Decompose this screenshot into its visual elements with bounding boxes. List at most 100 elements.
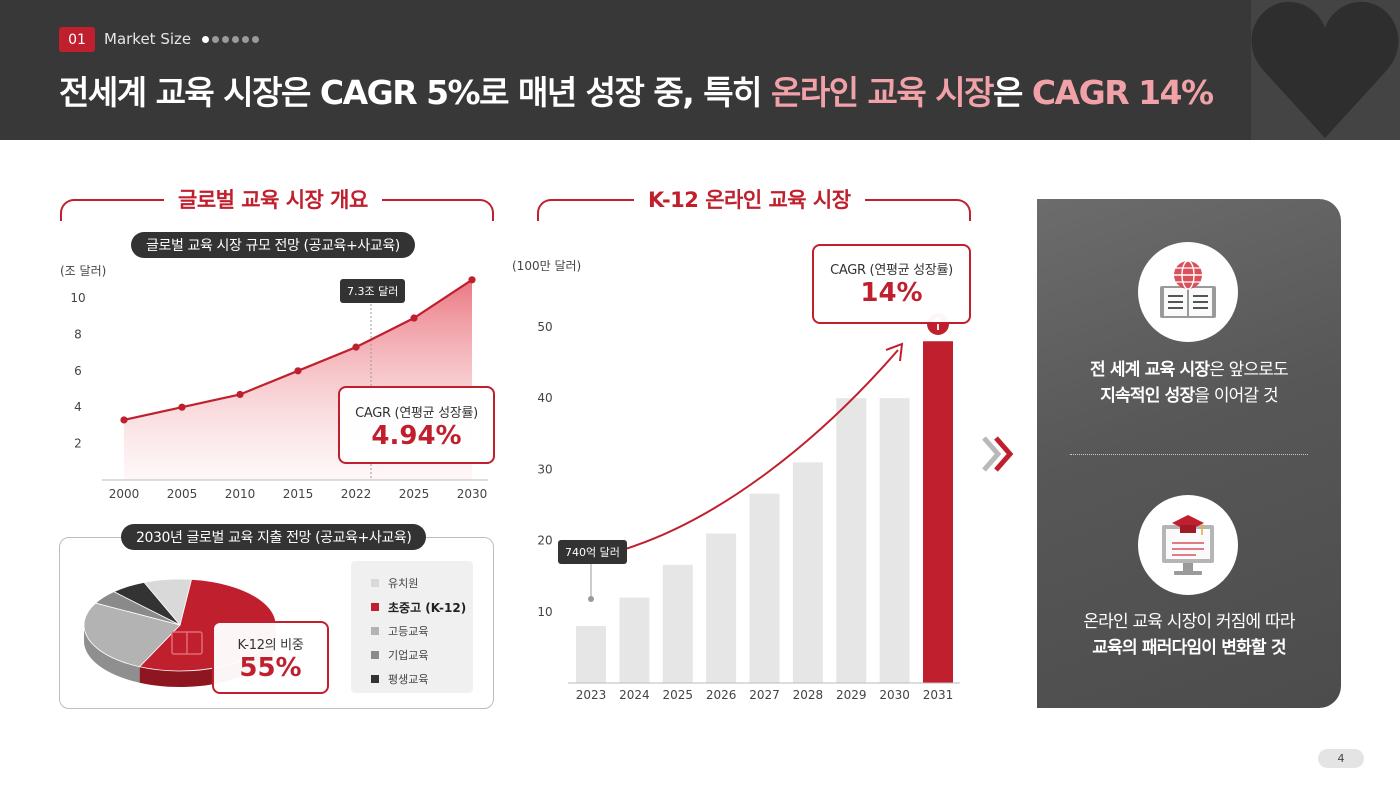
callout-label: CAGR (연평균 성장률) [355,406,478,421]
x-tick-label: 2023 [576,688,607,702]
growth-curve [621,349,899,551]
bar [792,462,823,683]
section-title-global: 글로벌 교육 시장 개요 [164,184,382,214]
msg-text: 은 앞으로도 [1209,360,1289,380]
legend-label: 고등교육 [388,625,429,638]
legend-swatch [371,579,379,587]
header: 01 Market Size 전세계 교육 시장은 CAGR 5%로 매년 성장… [0,0,1400,140]
bar [706,533,737,683]
y-tick-label: 10 [537,605,552,619]
data-point [178,403,186,411]
section-badge: 01 [59,27,95,52]
y-tick-label: 50 [537,320,552,334]
msg-text: 온라인 교육 시장이 커짐에 따라 [1083,612,1295,632]
dot [242,36,249,43]
growth-arrowhead [885,342,904,362]
dot [202,36,209,43]
legend-item: 유치원 [371,571,473,595]
legend-label: 초중고 (K-12) [388,600,467,615]
legend-label: 평생교육 [388,673,429,686]
value-tag-2022: 7.3조 달러 [340,279,406,303]
data-point [468,276,476,284]
y-tick-label: 6 [74,364,82,378]
pie-title-pill: 2030년 글로벌 교육 지출 전망 (공교육+사교육) [121,524,427,550]
legend-swatch [371,651,379,659]
section-name: Market Size [104,30,192,48]
insight-message-1: 전 세계 교육 시장은 앞으로도 지속적인 성장을 이어갈 것 [1037,357,1341,409]
progress-dots [202,36,259,43]
headline-part: 전세계 교육 시장은 CAGR 5%로 매년 성장 중, 특히 [59,73,771,112]
legend-item: 고등교육 [371,619,473,643]
y-tick-label: 2 [74,437,82,451]
x-tick-label: 2024 [619,688,650,702]
legend-swatch [371,603,379,611]
bar [576,626,606,683]
k12-share-callout: K-12의 비중 55% [212,621,329,694]
x-tick-label: 2000 [109,487,140,501]
y-tick-label: 4 [74,400,82,414]
x-tick-label: 2028 [793,688,824,702]
bar [749,493,780,683]
pie-legend: 유치원 초중고 (K-12) 고등교육 기업교육 평생교육 [351,561,473,693]
insight-message-2: 온라인 교육 시장이 커짐에 따라 교육의 패러다임이 변화할 것 [1037,609,1341,661]
legend-swatch [371,627,379,635]
x-tick-label: 2031 [923,688,954,702]
bar [923,341,953,683]
msg-bold: 전 세계 교육 시장 [1089,360,1210,380]
bar [879,398,910,683]
dot [212,36,219,43]
x-tick-label: 2026 [706,688,737,702]
data-point [352,343,360,351]
x-tick-label: 2022 [341,487,372,501]
value-tag-2023: 740억 달러 [558,540,627,564]
x-tick-label: 2025 [399,487,430,501]
y-axis-unit: (100만 달러) [512,259,582,273]
headline-highlight: CAGR 14% [1031,73,1214,112]
x-tick-label: 2005 [167,487,198,501]
data-point [294,367,302,375]
chart-title-pill: 글로벌 교육 시장 규모 전망 (공교육+사교육) [131,232,415,258]
pie-slice [143,578,192,626]
pie-slice-side [84,625,140,683]
cagr-callout-k12: CAGR (연평균 성장률) 14% [812,244,971,324]
bar [662,564,693,683]
msg-bold: 교육의 패러다임이 변화할 것 [1092,638,1286,658]
legend-label: 유치원 [388,577,419,590]
x-tick-label: 2015 [283,487,314,501]
headline-highlight: 온라인 교육 시장 [770,73,995,112]
dot [252,36,259,43]
legend-swatch [371,675,379,683]
bar [836,398,867,683]
y-tick-label: 30 [537,462,552,476]
data-point [236,390,244,399]
x-tick-label: 2010 [225,487,256,501]
globe-book-icon [1138,242,1238,342]
section-title-k12: K-12 온라인 교육 시장 [634,184,865,214]
heart-decoration [1251,0,1400,140]
headline: 전세계 교육 시장은 CAGR 5%로 매년 성장 중, 특히 온라인 교육 시… [59,66,1214,114]
bar [619,597,650,683]
callout-label: CAGR (연평균 성장률) [830,263,953,278]
y-tick-label: 40 [537,391,552,405]
dot [232,36,239,43]
callout-value: 14% [860,278,923,308]
x-tick-label: 2030 [879,688,910,702]
x-tick-label: 2027 [749,688,780,702]
x-tick-label: 2029 [836,688,867,702]
graduation-monitor-icon [1138,495,1238,595]
cagr-callout-global: CAGR (연평균 성장률) 4.94% [338,386,495,464]
headline-part: 은 [992,73,1032,112]
msg-text: 을 이어갈 것 [1194,386,1278,406]
legend-item: 기업교육 [371,643,473,667]
page-number: 4 [1318,749,1364,768]
y-tick-label: 8 [74,327,82,341]
insight-panel: 전 세계 교육 시장은 앞으로도 지속적인 성장을 이어갈 것 온라인 교육 시… [1037,199,1341,708]
callout-value: 4.94% [371,421,462,451]
divider [1070,454,1308,455]
data-point [120,416,128,424]
legend-label: 기업교육 [388,649,429,662]
y-tick-label: 20 [537,534,552,548]
x-tick-label: 2025 [662,688,693,702]
callout-label: K-12의 비중 [237,638,304,653]
